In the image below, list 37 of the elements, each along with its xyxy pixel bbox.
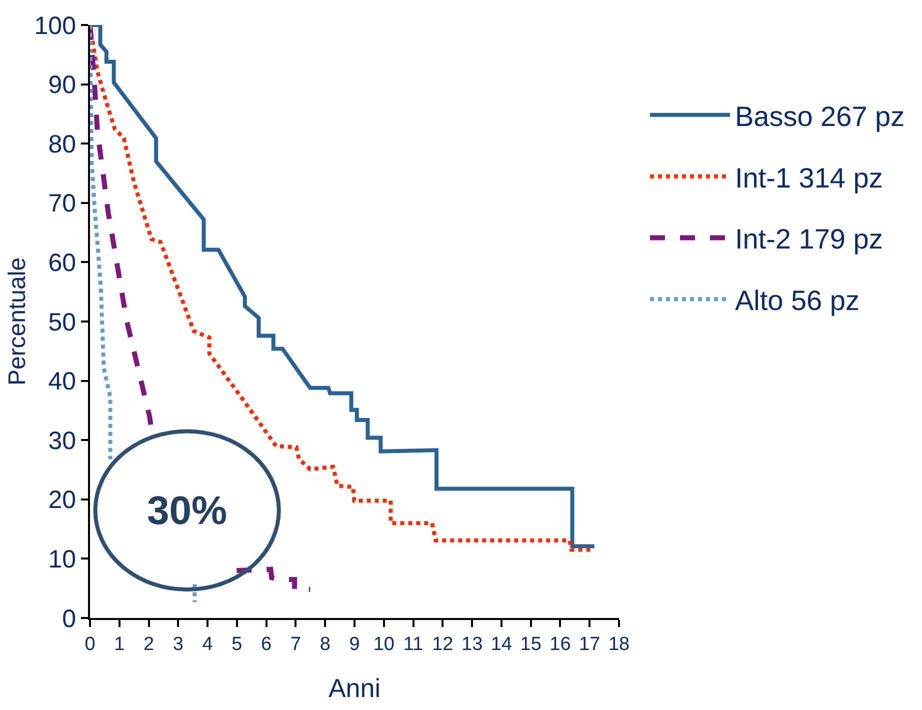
y-tick-label: 70	[48, 190, 76, 218]
x-tick-label: 18	[608, 634, 630, 655]
y-tick-label: 0	[62, 604, 76, 633]
y-tick-label: 60	[48, 248, 76, 277]
y-tick-label: 30	[48, 426, 76, 455]
x-tick-label: 13	[461, 634, 483, 655]
x-tick-label: 15	[520, 634, 542, 655]
x-tick-label: 10	[373, 634, 394, 655]
y-tick-label: 50	[48, 308, 76, 336]
y-tick-label: 10	[48, 545, 76, 574]
legend-label: Int-1 314 pz	[734, 162, 883, 194]
x-tick-label: 14	[490, 634, 512, 655]
x-tick-label: 5	[232, 634, 242, 655]
x-tick-label: 16	[550, 634, 571, 655]
y-tick-label: 80	[48, 130, 76, 158]
x-tick-label: 11	[403, 634, 424, 655]
x-tick-label: 3	[172, 634, 184, 655]
x-tick-label: 7	[290, 634, 302, 655]
x-tick-label: 9	[349, 634, 360, 655]
x-tick-label: 1	[114, 634, 125, 655]
x-tick-label: 8	[320, 634, 330, 655]
x-tick-label: 12	[432, 634, 454, 655]
x-axis-title: Anni	[328, 673, 381, 703]
x-tick-label: 2	[143, 634, 154, 655]
legend-label: Basso 267 pz	[734, 100, 905, 132]
y-tick-label: 100	[34, 12, 76, 40]
y-axis-title: Percentuale	[4, 257, 31, 386]
y-tick-label: 40	[48, 368, 76, 396]
legend-label: Alto 56 pz	[734, 285, 860, 316]
legend-label: Int-2 179 pz	[734, 224, 883, 255]
y-tick-label: 20	[48, 486, 76, 514]
x-tick-label: 17	[579, 634, 600, 655]
x-tick-label: 6	[261, 634, 272, 655]
x-tick-label: 0	[84, 634, 96, 655]
y-tick-label: 90	[48, 71, 76, 100]
x-tick-label: 4	[202, 634, 214, 655]
annotation: 30%	[147, 489, 228, 533]
